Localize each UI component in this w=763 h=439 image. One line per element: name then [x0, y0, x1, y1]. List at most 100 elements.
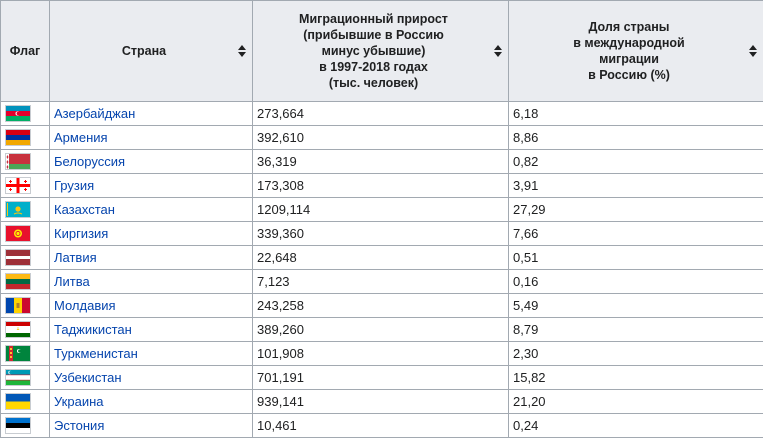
share-cell: 3,91	[508, 173, 763, 198]
growth-cell: 273,664	[252, 101, 509, 126]
share-cell: 27,29	[508, 197, 763, 222]
table-row: Эстония 10,461 0,24	[0, 413, 763, 438]
flag-cell	[0, 341, 50, 366]
header-country[interactable]: Страна	[49, 0, 253, 102]
table-row: Молдавия 243,258 5,49	[0, 293, 763, 318]
growth-cell: 939,141	[252, 389, 509, 414]
flag-cell	[0, 221, 50, 246]
header-growth-line: Миграционный прирост	[299, 12, 448, 26]
azerbaijan-flag-icon[interactable]	[5, 105, 31, 122]
kyrgyzstan-flag-icon[interactable]	[5, 225, 31, 242]
share-cell: 7,66	[508, 221, 763, 246]
sort-icon[interactable]	[494, 45, 502, 57]
country-cell: Латвия	[49, 245, 253, 270]
share-cell: 5,49	[508, 293, 763, 318]
header-share-line: Доля страны	[588, 20, 670, 34]
growth-cell: 7,123	[252, 269, 509, 294]
table-row: Украина 939,141 21,20	[0, 389, 763, 414]
flag-cell	[0, 269, 50, 294]
country-cell: Эстония	[49, 413, 253, 438]
country-cell: Узбекистан	[49, 365, 253, 390]
country-link[interactable]: Узбекистан	[54, 370, 122, 385]
share-cell: 0,16	[508, 269, 763, 294]
share-cell: 15,82	[508, 365, 763, 390]
country-cell: Грузия	[49, 173, 253, 198]
lithuania-flag-icon[interactable]	[5, 273, 31, 290]
country-cell: Армения	[49, 125, 253, 150]
share-cell: 0,82	[508, 149, 763, 174]
country-cell: Таджикистан	[49, 317, 253, 342]
table-row: Латвия 22,648 0,51	[0, 245, 763, 270]
country-link[interactable]: Украина	[54, 394, 104, 409]
country-link[interactable]: Туркменистан	[54, 346, 138, 361]
growth-cell: 101,908	[252, 341, 509, 366]
growth-cell: 243,258	[252, 293, 509, 318]
header-migration-growth[interactable]: Миграционный прирост (прибывшие в Россию…	[252, 0, 509, 102]
growth-cell: 36,319	[252, 149, 509, 174]
country-cell: Казахстан	[49, 197, 253, 222]
header-growth-line: минус убывшие)	[321, 44, 426, 58]
kazakhstan-flag-icon[interactable]	[5, 201, 31, 218]
growth-cell: 392,610	[252, 125, 509, 150]
sort-icon[interactable]	[238, 45, 246, 57]
country-link[interactable]: Литва	[54, 274, 90, 289]
share-cell: 21,20	[508, 389, 763, 414]
flag-cell	[0, 125, 50, 150]
share-cell: 0,24	[508, 413, 763, 438]
country-link[interactable]: Латвия	[54, 250, 97, 265]
country-link[interactable]: Белоруссия	[54, 154, 126, 169]
header-migration-share[interactable]: Доля страны в международной миграции в Р…	[508, 0, 763, 102]
country-link[interactable]: Таджикистан	[54, 322, 132, 337]
flag-cell	[0, 293, 50, 318]
share-cell: 2,30	[508, 341, 763, 366]
header-flag-label: Флаг	[9, 44, 41, 58]
georgia-flag-icon[interactable]	[5, 177, 31, 194]
growth-cell: 173,308	[252, 173, 509, 198]
turkmenistan-flag-icon[interactable]	[5, 345, 31, 362]
table-row: Белоруссия 36,319 0,82	[0, 149, 763, 174]
country-link[interactable]: Казахстан	[54, 202, 115, 217]
country-link[interactable]: Грузия	[54, 178, 95, 193]
flag-cell	[0, 413, 50, 438]
flag-cell	[0, 365, 50, 390]
sort-icon[interactable]	[749, 45, 757, 57]
country-cell: Киргизия	[49, 221, 253, 246]
estonia-flag-icon[interactable]	[5, 417, 31, 434]
country-link[interactable]: Азербайджан	[54, 106, 136, 121]
country-link[interactable]: Киргизия	[54, 226, 109, 241]
flag-cell	[0, 197, 50, 222]
country-link[interactable]: Армения	[54, 130, 108, 145]
table-row: Таджикистан 389,260 8,79	[0, 317, 763, 342]
country-link[interactable]: Молдавия	[54, 298, 116, 313]
header-country-label: Страна	[121, 44, 167, 58]
country-cell: Туркменистан	[49, 341, 253, 366]
growth-cell: 701,191	[252, 365, 509, 390]
header-growth-line: в 1997-2018 годах	[319, 60, 428, 74]
header-share-line: в международной	[573, 36, 685, 50]
table-row: Грузия 173,308 3,91	[0, 173, 763, 198]
belarus-flag-icon[interactable]	[5, 153, 31, 170]
uzbekistan-flag-icon[interactable]	[5, 369, 31, 386]
header-growth-line: (тыс. человек)	[328, 76, 419, 90]
armenia-flag-icon[interactable]	[5, 129, 31, 146]
country-cell: Белоруссия	[49, 149, 253, 174]
table-row: Казахстан 1209,114 27,29	[0, 197, 763, 222]
growth-cell: 1209,114	[252, 197, 509, 222]
tajikistan-flag-icon[interactable]	[5, 321, 31, 338]
latvia-flag-icon[interactable]	[5, 249, 31, 266]
table-body: Азербайджан 273,664 6,18 Армения 392,610 8,86…	[0, 101, 763, 438]
header-row: Флаг Страна Миграционный прирост (прибыв…	[0, 0, 763, 102]
country-link[interactable]: Эстония	[54, 418, 105, 433]
header-flag: Флаг	[0, 0, 50, 102]
ukraine-flag-icon[interactable]	[5, 393, 31, 410]
growth-cell: 339,360	[252, 221, 509, 246]
moldova-flag-icon[interactable]	[5, 297, 31, 314]
growth-cell: 22,648	[252, 245, 509, 270]
country-cell: Азербайджан	[49, 101, 253, 126]
share-cell: 8,86	[508, 125, 763, 150]
header-share-line: миграции	[599, 52, 659, 66]
header-share-line: в Россию (%)	[588, 68, 670, 82]
flag-cell	[0, 317, 50, 342]
table-row: Узбекистан 701,191 15,82	[0, 365, 763, 390]
